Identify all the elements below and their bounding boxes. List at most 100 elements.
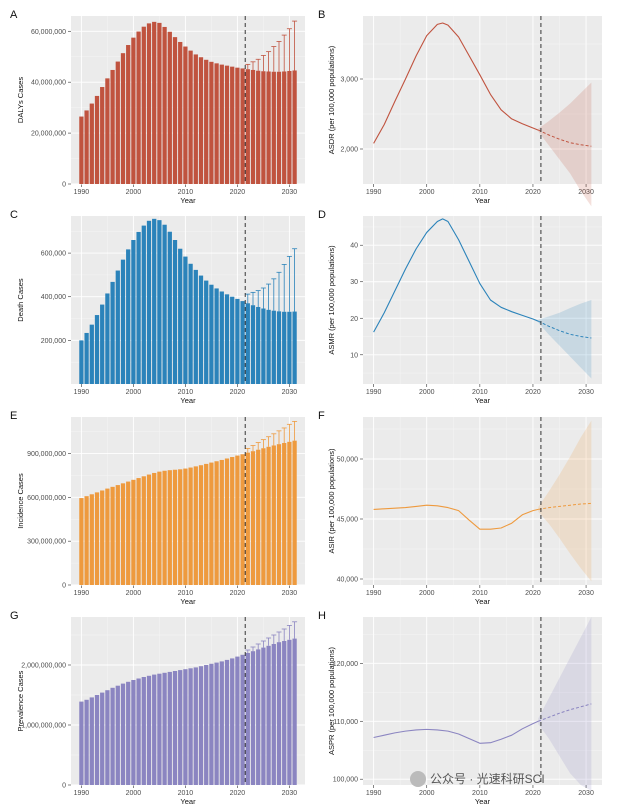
x-tick-label: 2020 [525, 790, 541, 797]
bar [136, 231, 141, 384]
x-axis-title: Year [180, 396, 196, 405]
bar [214, 63, 219, 184]
bar [245, 69, 250, 184]
bar [167, 31, 172, 185]
bar [240, 68, 245, 184]
y-axis-title: Prevalence Cases [16, 670, 25, 731]
observed-line [373, 720, 539, 744]
bar [94, 492, 100, 585]
bar [172, 240, 178, 384]
bar [188, 50, 193, 185]
bar [183, 46, 188, 184]
y-tick-label: 20 [350, 316, 358, 323]
bar [84, 332, 89, 384]
bar [240, 654, 245, 785]
y-tick-label: 10 [350, 352, 358, 359]
x-axis-title: Year [475, 797, 491, 806]
bar [115, 61, 120, 184]
x-tick-label: 2000 [126, 189, 142, 196]
bar [188, 467, 193, 585]
bar [146, 220, 152, 384]
plot-background [71, 16, 305, 184]
bar [256, 449, 261, 585]
bar [292, 70, 297, 184]
x-tick-label: 2020 [230, 590, 246, 597]
bar [105, 488, 110, 585]
bar [224, 659, 230, 785]
y-tick-label: 60,000,000 [31, 29, 66, 36]
bar [287, 441, 292, 585]
y-axis-title: ASDR (per 100,000 populations) [327, 45, 336, 154]
plot-background [363, 417, 602, 585]
bar [141, 26, 146, 185]
y-tick-label: 400,000 [41, 294, 66, 301]
panel-letter: C [10, 209, 18, 221]
bar [141, 225, 146, 384]
bar [219, 291, 224, 384]
panel-f: 1990 2000 2010 2020 2030 40,000 45,000 50,000 Ye… [318, 410, 602, 606]
bar [146, 675, 152, 785]
plot-background [71, 216, 305, 384]
panel-letter: G [10, 610, 19, 622]
bar [245, 653, 250, 785]
bar [287, 311, 292, 384]
bar [84, 496, 89, 585]
bar [105, 690, 110, 785]
bar [89, 697, 94, 785]
panel-e: 1990 2000 2010 2020 2030 0 300,000,000 600,000,… [10, 410, 305, 606]
x-tick-label: 2000 [126, 590, 142, 597]
confidence-band [538, 420, 592, 582]
panel-g: 1990 2000 2010 2020 2030 0 1,000,000,000 2,000,… [10, 610, 305, 806]
bar [271, 71, 276, 184]
y-axis-title: ASPR (per 100,000 populations) [327, 647, 336, 755]
bar [271, 445, 276, 585]
x-axis-title: Year [180, 196, 196, 205]
bar [261, 448, 266, 585]
bar [250, 69, 256, 184]
bar [100, 490, 105, 585]
y-tick-label: 45,000 [337, 517, 359, 524]
bar [157, 220, 162, 384]
bar [120, 259, 126, 384]
bar [214, 662, 219, 785]
bar [235, 455, 240, 585]
x-tick-label: 2020 [230, 790, 246, 797]
bar [183, 669, 188, 785]
watermark-text: 公众号 · 光速科研SCI [430, 772, 545, 786]
bar [235, 67, 240, 184]
bar [193, 269, 198, 384]
bar [110, 687, 115, 785]
bar [219, 459, 224, 585]
bar [115, 270, 120, 384]
y-tick-label: 1,000,000,000 [21, 723, 66, 730]
bar [188, 263, 193, 384]
bar [261, 647, 266, 785]
bar [261, 71, 266, 184]
y-tick-label: 30 [350, 279, 358, 286]
bar [89, 324, 94, 384]
bar [126, 45, 131, 184]
bar [79, 498, 84, 585]
bar [209, 284, 214, 384]
bar [110, 69, 115, 184]
bar [136, 31, 141, 185]
y-tick-label: 100,000 [333, 777, 358, 784]
bar [271, 310, 276, 384]
y-tick-label: 2,000,000,000 [21, 663, 66, 670]
bar [84, 699, 89, 785]
bar [126, 249, 131, 384]
bar [193, 466, 198, 585]
bar [131, 680, 136, 785]
bar [256, 306, 261, 384]
x-tick-label: 1990 [366, 590, 382, 597]
bar [188, 668, 193, 785]
plot-background [71, 417, 305, 585]
x-axis-title: Year [475, 597, 491, 606]
y-axis-title: Incidence Cases [16, 473, 25, 529]
x-tick-label: 1990 [366, 389, 382, 396]
observed-line [373, 22, 539, 144]
panel-letter: A [10, 9, 18, 21]
bar [105, 293, 110, 384]
bar [167, 231, 172, 384]
